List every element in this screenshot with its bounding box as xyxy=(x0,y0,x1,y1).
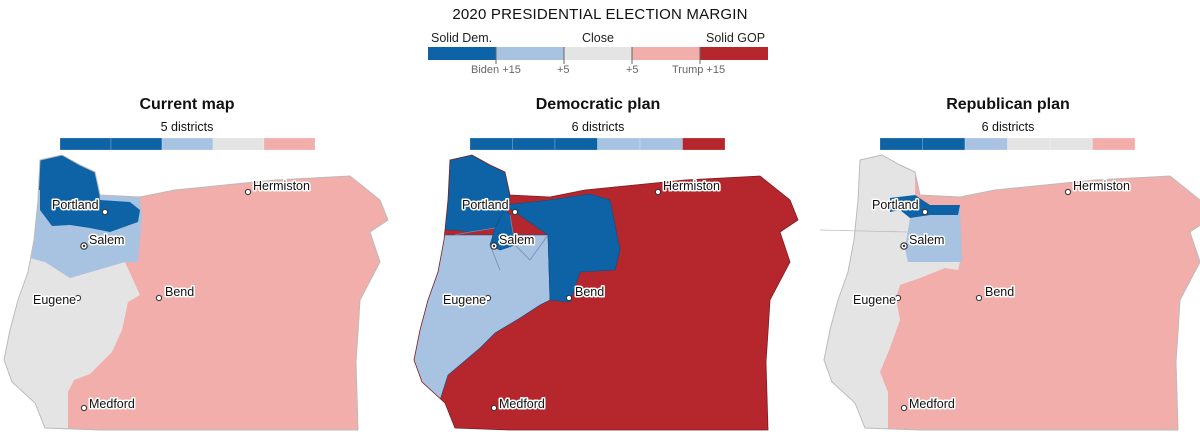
legend-title: 2020 PRESIDENTIAL ELECTION MARGIN xyxy=(452,6,748,23)
map-republican xyxy=(819,154,1200,431)
city-marker-bend xyxy=(155,294,163,302)
district-segment-lean-gop xyxy=(1092,137,1136,151)
panel-subtitle-democratic: 6 districts xyxy=(571,120,625,134)
legend-tick-dem5: +5 xyxy=(557,64,570,76)
city-label-bend: Bend xyxy=(165,285,194,299)
district-segment-lean-gop xyxy=(263,137,316,151)
district-segment-solid-dem xyxy=(554,137,598,151)
district-segment-solid-gop xyxy=(682,137,726,151)
district-segment-close xyxy=(1049,137,1093,151)
city-label-medford: Medford xyxy=(499,397,545,411)
district-segment-lean-dem xyxy=(964,137,1008,151)
city-label-bend: Bend xyxy=(985,285,1014,299)
map-democratic xyxy=(413,154,799,431)
city-marker-eugene xyxy=(484,294,492,302)
city-marker-eugene xyxy=(74,294,82,302)
district-boundary xyxy=(819,229,909,233)
city-marker-portland xyxy=(101,208,109,216)
city-label-hermiston: Hermiston xyxy=(1073,179,1130,193)
cities-current: Portland Salem Eugene Bend Medford Hermi… xyxy=(32,178,312,413)
legend-tick-trump15: Trump +15 xyxy=(672,64,726,76)
city-marker-medford xyxy=(80,404,88,412)
district-segment-solid-dem xyxy=(59,137,112,151)
city-marker-medford xyxy=(490,404,498,412)
district-segment-solid-dem xyxy=(922,137,966,151)
legend-swatch-lean-gop xyxy=(632,47,700,60)
state-outline-republican xyxy=(823,154,1200,431)
district-dem-central xyxy=(504,193,621,303)
city-marker-bend xyxy=(975,294,983,302)
city-marker-medford xyxy=(900,404,908,412)
state-outline-current xyxy=(3,154,389,431)
cities-republican: Portland Salem Eugene Bend Medford Hermi… xyxy=(852,178,1132,413)
legend-tick-biden15: Biden +15 xyxy=(471,64,521,76)
city-label-salem: Salem xyxy=(909,233,944,247)
district-current-portland xyxy=(4,155,140,232)
city-label-portland: Portland xyxy=(462,198,509,212)
district-dem-east xyxy=(414,155,798,430)
city-marker-portland xyxy=(511,208,519,216)
city-label-salem: Salem xyxy=(499,233,534,247)
city-marker-hermiston xyxy=(654,188,662,196)
district-segment-solid-dem xyxy=(469,137,513,151)
district-segment-solid-dem xyxy=(110,137,163,151)
city-label-eugene: Eugene xyxy=(33,293,76,307)
legend-swatch-solid-gop xyxy=(700,47,768,60)
city-label-medford: Medford xyxy=(89,397,135,411)
district-rep-portland xyxy=(890,195,960,218)
capital-dot xyxy=(902,244,906,248)
city-marker-bend xyxy=(565,294,573,302)
legend-tick-gop5: +5 xyxy=(626,64,639,76)
district-bar-republican xyxy=(879,137,1136,151)
district-segment-solid-dem xyxy=(879,137,923,151)
legend-label-solid-gop: Solid GOP xyxy=(706,31,766,45)
legend-swatch-close xyxy=(564,47,632,60)
city-label-eugene: Eugene xyxy=(443,293,486,307)
city-marker-hermiston xyxy=(1064,188,1072,196)
city-label-bend: Bend xyxy=(575,285,604,299)
district-segment-lean-dem xyxy=(161,137,214,151)
city-label-hermiston: Hermiston xyxy=(253,179,310,193)
panel-title-current: Current map xyxy=(139,96,235,113)
city-label-salem: Salem xyxy=(89,233,124,247)
capital-dot xyxy=(492,244,496,248)
city-label-eugene: Eugene xyxy=(853,293,896,307)
panel-subtitle-current: 5 districts xyxy=(160,120,214,134)
legend-bar xyxy=(428,47,768,64)
legend-label-solid-dem: Solid Dem. xyxy=(431,31,493,45)
district-bar-current xyxy=(59,137,316,151)
legend-label-close: Close xyxy=(582,31,614,45)
panel-title-democratic: Democratic plan xyxy=(535,96,661,113)
district-segment-close xyxy=(212,137,265,151)
legend-swatch-solid-dem xyxy=(428,47,496,60)
city-label-medford: Medford xyxy=(909,397,955,411)
city-marker-hermiston xyxy=(244,188,252,196)
capital-dot xyxy=(82,244,86,248)
district-bar-democratic xyxy=(469,137,726,151)
city-marker-eugene xyxy=(894,294,902,302)
panel-title-republican: Republican plan xyxy=(946,96,1070,113)
panel-subtitle-republican: 6 districts xyxy=(981,120,1035,134)
legend-swatch-lean-dem xyxy=(496,47,564,60)
district-dem-portland xyxy=(414,155,511,233)
district-rep-salem xyxy=(905,205,962,262)
city-label-hermiston: Hermiston xyxy=(663,179,720,193)
district-boundary xyxy=(454,214,549,271)
district-segment-solid-dem xyxy=(512,137,556,151)
city-label-portland: Portland xyxy=(872,198,919,212)
map-current xyxy=(3,154,389,431)
cities-democratic: Portland Salem Eugene Bend Medford Hermi… xyxy=(442,178,722,413)
district-segment-close xyxy=(1007,137,1051,151)
city-label-portland: Portland xyxy=(52,198,99,212)
district-rep-east xyxy=(824,155,1200,430)
district-segment-lean-dem xyxy=(639,137,683,151)
district-current-south-coast xyxy=(4,250,140,430)
city-marker-portland xyxy=(921,208,929,216)
district-segment-lean-dem xyxy=(597,137,641,151)
state-outline-democratic xyxy=(413,154,799,431)
